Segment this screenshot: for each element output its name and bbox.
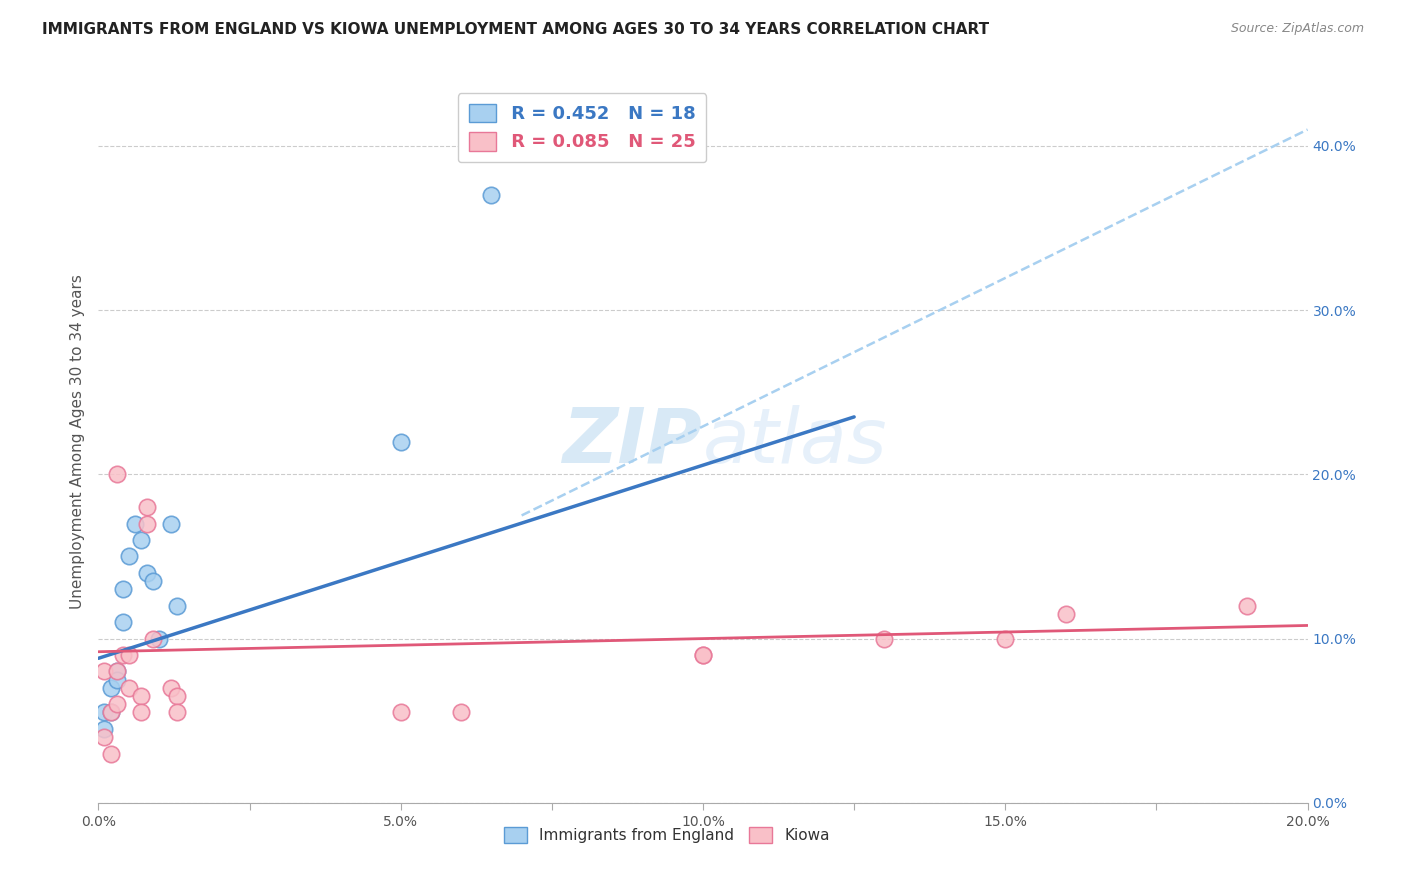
Point — [692, 648, 714, 662]
Point — [105, 665, 128, 679]
Point — [873, 632, 896, 646]
Point — [118, 681, 141, 695]
Point — [389, 434, 412, 449]
Text: ZIP: ZIP — [564, 405, 703, 478]
Point — [135, 516, 157, 531]
Point — [111, 648, 134, 662]
Point — [118, 648, 141, 662]
Legend: Immigrants from England, Kiowa: Immigrants from England, Kiowa — [498, 822, 835, 849]
Point — [148, 632, 170, 646]
Point — [124, 516, 146, 531]
Text: IMMIGRANTS FROM ENGLAND VS KIOWA UNEMPLOYMENT AMONG AGES 30 TO 34 YEARS CORRELAT: IMMIGRANTS FROM ENGLAND VS KIOWA UNEMPLO… — [42, 22, 990, 37]
Point — [994, 632, 1017, 646]
Point — [481, 188, 503, 202]
Text: atlas: atlas — [703, 405, 887, 478]
Point — [135, 500, 157, 515]
Point — [692, 648, 714, 662]
Point — [1054, 607, 1077, 621]
Y-axis label: Unemployment Among Ages 30 to 34 years: Unemployment Among Ages 30 to 34 years — [69, 274, 84, 609]
Point — [142, 632, 165, 646]
Point — [450, 706, 472, 720]
Point — [105, 665, 128, 679]
Point — [105, 698, 128, 712]
Point — [118, 549, 141, 564]
Point — [100, 681, 122, 695]
Point — [166, 706, 188, 720]
Point — [160, 516, 183, 531]
Point — [105, 673, 128, 687]
Point — [100, 706, 122, 720]
Point — [135, 566, 157, 580]
Text: Source: ZipAtlas.com: Source: ZipAtlas.com — [1230, 22, 1364, 36]
Point — [389, 706, 412, 720]
Point — [93, 706, 115, 720]
Point — [105, 467, 128, 482]
Point — [111, 615, 134, 630]
Point — [160, 681, 183, 695]
Point — [129, 706, 152, 720]
Point — [93, 665, 115, 679]
Point — [166, 599, 188, 613]
Point — [1236, 599, 1258, 613]
Point — [129, 689, 152, 703]
Point — [142, 574, 165, 588]
Point — [93, 722, 115, 736]
Point — [93, 730, 115, 744]
Point — [100, 747, 122, 761]
Point — [129, 533, 152, 547]
Point — [100, 706, 122, 720]
Point — [166, 689, 188, 703]
Point — [111, 582, 134, 597]
